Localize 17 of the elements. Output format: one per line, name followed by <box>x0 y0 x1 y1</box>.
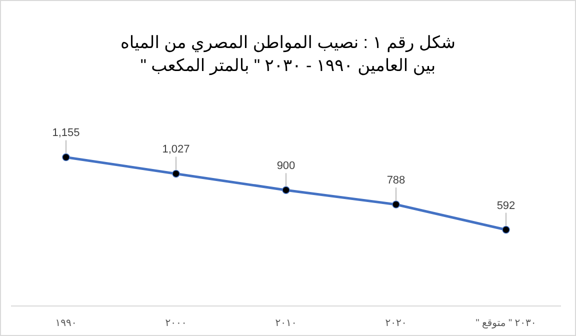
chart-subtitle: بين العامين ١٩٩٠ - ٢٠٣٠ " بالمتر المكعب " <box>140 56 436 76</box>
x-tick-label: ١٩٩٠ <box>55 318 77 329</box>
point <box>502 226 510 234</box>
point <box>172 170 180 178</box>
x-tick-label: ٢٠٣٠ " متوقع " <box>476 318 536 329</box>
data-label: 1,027 <box>162 144 190 156</box>
x-tick-label: ٢٠٢٠ <box>385 318 407 329</box>
x-tick-label: ٢٠١٠ <box>275 318 297 329</box>
chart-title: شكل رقم ١ : نصيب المواطن المصري من المياه <box>120 33 456 53</box>
data-label: 1,155 <box>52 127 80 140</box>
point <box>392 200 400 208</box>
point <box>282 186 290 194</box>
data-label: 788 <box>386 174 406 187</box>
data-label: 900 <box>276 160 296 172</box>
data-label: 592 <box>496 200 516 212</box>
x-tick-label: ٢٠٠٠ <box>165 318 187 329</box>
point <box>62 153 70 162</box>
